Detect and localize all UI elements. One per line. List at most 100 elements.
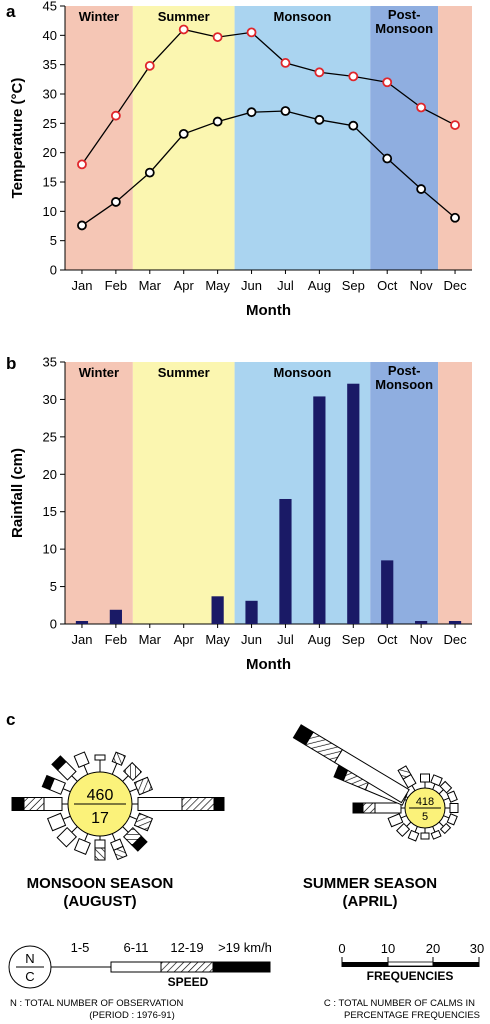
temp-season-label-post-2: Monsoon [375, 21, 433, 36]
temp-y-tick-label: 25 [43, 116, 57, 131]
temp-point-max-oct [382, 77, 393, 88]
temp-point-min-oct [382, 153, 393, 164]
rain-bar-nov [415, 621, 428, 624]
monsoon-rose-spoke-segment [94, 839, 106, 849]
monsoon-rose-spoke [94, 836, 106, 861]
summer-rose-spoke-segment [439, 822, 452, 835]
speed-label-2: 6-11 [123, 940, 148, 955]
monsoon-rose-spoke [11, 797, 68, 811]
temp-x-tick-label: Dec [443, 278, 467, 293]
temp-y-tick-label: 10 [43, 204, 57, 219]
temp-x-axis-label: Month [246, 302, 291, 319]
summer-rose-spoke-calm-segment [432, 826, 436, 833]
temp-point-max-jul [280, 58, 291, 68]
monsoon-rose-spoke-segment [56, 826, 78, 848]
temp-season-band-monsoon [234, 6, 371, 270]
temp-point-max-sep [348, 71, 359, 82]
rain-season-band-post_monsoon [370, 362, 439, 624]
rain-season-label-post-1: Post- [388, 363, 421, 378]
summer-rose-spoke [430, 774, 443, 790]
temp-point-min-mar [144, 167, 155, 178]
monsoon-rose-spoke-segment [11, 797, 25, 811]
summer-rose-spoke [396, 821, 412, 837]
rain-y-tick-label: 25 [43, 429, 57, 444]
monsoon-rose-spoke [132, 797, 225, 811]
panel-a-label: a [6, 2, 16, 21]
legend-n-symbol: N [25, 951, 34, 966]
monsoon-rose-spoke-calm-segment [71, 826, 78, 833]
summer-rose-spoke-segment [430, 774, 443, 787]
summer-rose-spoke [352, 802, 405, 814]
rain-x-tick-label: Jul [277, 632, 294, 647]
temp-point-min-jan [77, 220, 87, 231]
speed-label-1: 1-5 [71, 940, 90, 955]
legend-calm-symbol: N C [8, 945, 52, 989]
legend-c-symbol: C [25, 969, 34, 984]
rain-y-tick-label: 10 [43, 542, 57, 557]
temp-y-tick-label: 5 [50, 233, 57, 248]
monsoon-rose-spoke [122, 761, 143, 782]
frequency-scale: 0 10 20 30 FREQUENCIES [338, 941, 484, 983]
note-n-line-2: (PERIOD : 1976-91) [89, 1010, 175, 1021]
monsoon-rose-spoke-segment [133, 812, 154, 832]
panel-c-label: c [6, 710, 15, 729]
temp-y-tick-label: 35 [43, 57, 57, 72]
rain-y-tick-label: 5 [50, 579, 57, 594]
monsoon-rose-spoke [129, 812, 154, 832]
rain-season-band-winter [65, 362, 133, 624]
rain-x-tick-label: Dec [443, 632, 467, 647]
speed-class-2-swatch [110, 961, 162, 973]
speed-title: SPEED [168, 975, 209, 989]
rain-y-tick-label: 35 [43, 355, 57, 370]
monsoon-calm-circle: 460 17 [67, 771, 133, 837]
monsoon-rose-spoke [122, 826, 148, 852]
monsoon-rose-spoke-segment [131, 835, 148, 852]
monsoon-rose-spoke-segment [213, 797, 225, 811]
temp-point-max-may [212, 32, 223, 42]
frequency-tick-10: 10 [381, 941, 395, 956]
temp-point-max-feb [110, 110, 121, 121]
summer-rose-spoke [445, 803, 459, 813]
monsoon-rose-spoke-calm-segment [84, 833, 89, 842]
temp-x-tick-label: Jun [241, 278, 262, 293]
summer-rose-spoke [407, 826, 420, 842]
summer-calm-circle: 418 5 [404, 787, 446, 829]
rain-bar-dec [448, 621, 462, 624]
summer-rose-spoke-segment [362, 802, 376, 814]
rain-x-tick-label: Jan [71, 632, 92, 647]
summer-rose-spoke [438, 780, 453, 795]
monsoon-rose-spoke-calm-segment [83, 765, 89, 775]
summer-rose-spoke-segment [446, 813, 458, 826]
rain-y-axis-label: Rainfall (cm) [9, 448, 26, 538]
temp-season-label-monsoon: Monsoon [274, 9, 332, 24]
frequency-title: FREQUENCIES [367, 969, 454, 983]
temp-point-min-feb [110, 197, 121, 207]
temp-y-tick-label: 0 [50, 263, 57, 278]
temp-y-tick-label: 20 [43, 145, 57, 160]
temp-point-min-jun [246, 107, 257, 118]
monsoon-rose-spoke-calm-segment [111, 763, 118, 775]
summer-rose-spoke-calm-segment [411, 785, 416, 791]
temp-y-tick-label: 15 [43, 175, 57, 190]
summer-rose-spoke-segment [446, 790, 458, 803]
rainfall-chart: Winter Summer Monsoon Post-Monsoon051015202… [9, 355, 472, 673]
rain-season-band-winter2 [438, 362, 472, 624]
rain-bar-may [211, 596, 224, 624]
temp-season-band-winter [65, 6, 133, 270]
note-c-line-2: PERCENTAGE FREQUENCIES [344, 1010, 480, 1021]
temp-point-max-dec [450, 120, 460, 130]
monsoon-caption-month: (AUGUST) [63, 893, 136, 910]
rain-season-label-monsoon: Monsoon [274, 365, 332, 380]
rain-x-tick-label: Feb [105, 632, 127, 647]
temp-point-min-dec [450, 212, 460, 223]
monsoon-rose-spoke-segment [73, 751, 90, 768]
monsoon-rose-spoke-calm-segment [129, 815, 138, 820]
summer-rose-spoke-segment [420, 832, 430, 840]
summer-n-value: 418 [416, 796, 434, 808]
summer-rose-spoke-calm-segment [443, 815, 450, 819]
temp-x-tick-label: Jul [277, 278, 294, 293]
monsoon-rose-spoke-calm-segment [122, 775, 129, 782]
temp-season-band-post_monsoon [370, 6, 439, 270]
summer-rose-spoke [438, 821, 452, 835]
